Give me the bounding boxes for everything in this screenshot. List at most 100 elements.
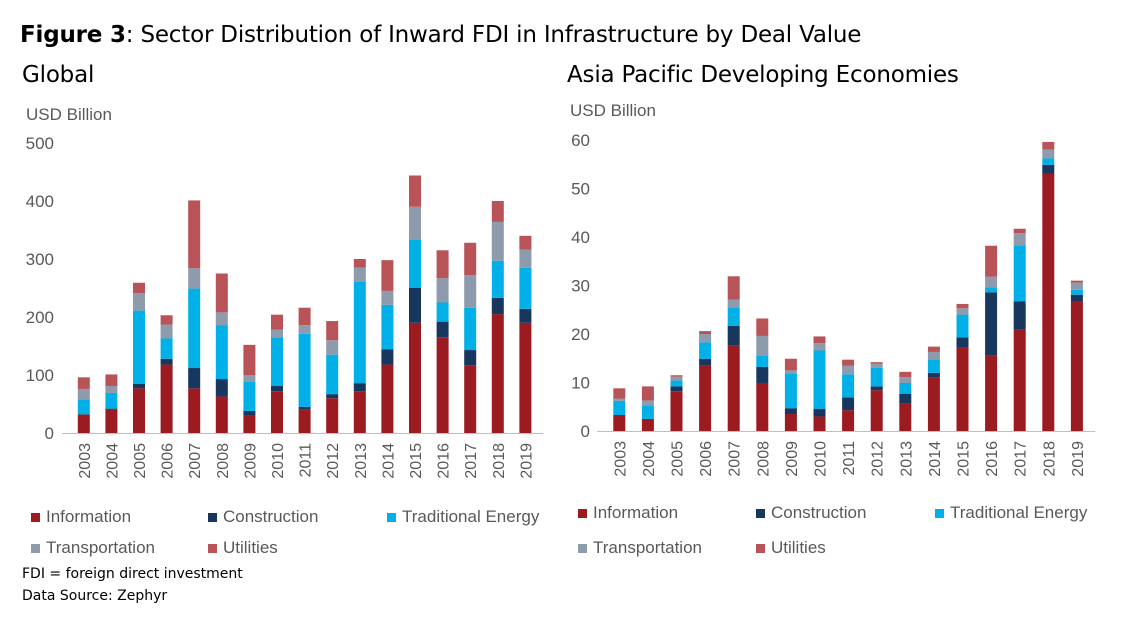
global-bar-transportation-2011 xyxy=(298,325,311,334)
asia-bar-utilities-2007 xyxy=(727,276,740,300)
asia-y-tick-label: 60 xyxy=(571,131,590,150)
asia-bar-utilities-2012 xyxy=(870,362,883,364)
global-bar-information-2017 xyxy=(464,365,477,433)
global-bar-construction-2014 xyxy=(381,349,394,365)
asia-x-tick-label: 2017 xyxy=(1013,441,1030,477)
global-bar-transportation-2014 xyxy=(381,290,394,305)
asia-x-tick-label: 2006 xyxy=(698,441,715,477)
global-bar-construction-2016 xyxy=(436,321,449,338)
asia-bar-construction-2016 xyxy=(985,292,998,356)
asia-bar-transportation-2009 xyxy=(784,370,797,374)
global-bar-transportation-2018 xyxy=(491,221,504,261)
asia-bar-transportation-2006 xyxy=(699,334,712,343)
asia-bar-transportation-2013 xyxy=(899,377,912,383)
legend-label: Utilities xyxy=(771,538,826,557)
asia-bar-construction-2006 xyxy=(699,358,712,366)
asia-bar-transportation-2004 xyxy=(641,400,654,406)
global-bar-information-2012 xyxy=(326,398,339,433)
asia-bar-traditional-energy-2007 xyxy=(727,307,740,326)
asia-bar-transportation-2017 xyxy=(1013,233,1026,246)
global-bar-construction-2009 xyxy=(243,410,256,416)
global-bar-transportation-2006 xyxy=(160,324,173,339)
global-bar-utilities-2006 xyxy=(160,315,173,325)
legend-swatch-information xyxy=(578,508,587,518)
global-bar-utilities-2017 xyxy=(464,242,477,276)
global-x-tick-label: 2018 xyxy=(491,443,508,479)
global-bar-utilities-2009 xyxy=(243,344,256,375)
asia-bar-traditional-energy-2018 xyxy=(1042,158,1055,165)
global-bar-construction-2015 xyxy=(409,288,421,323)
asia-bar-traditional-energy-2015 xyxy=(956,314,969,338)
global-x-tick-label: 2010 xyxy=(270,443,287,479)
global-bar-traditional-energy-2012 xyxy=(326,354,339,395)
asia-bar-transportation-2011 xyxy=(842,365,855,375)
asia-y-tick-label: 30 xyxy=(571,277,590,296)
global-bar-traditional-energy-2011 xyxy=(298,333,311,407)
global-bar-information-2006 xyxy=(160,364,173,433)
asia-bar-traditional-energy-2006 xyxy=(699,342,712,359)
global-bar-traditional-energy-2018 xyxy=(491,260,504,298)
asia-bar-information-2015 xyxy=(956,347,969,431)
global-bar-information-2016 xyxy=(436,337,449,433)
global-bar-transportation-2013 xyxy=(353,267,366,282)
asia-bar-transportation-2005 xyxy=(670,376,683,381)
global-bar-traditional-energy-2003 xyxy=(77,399,90,415)
asia-bar-transportation-2014 xyxy=(927,351,940,360)
figure-title: Figure 3: Sector Distribution of Inward … xyxy=(20,22,861,48)
global-bar-traditional-energy-2017 xyxy=(464,307,477,351)
global-bar-information-2009 xyxy=(243,415,256,433)
asia-bar-utilities-2004 xyxy=(641,386,654,401)
asia-bar-traditional-energy-2010 xyxy=(813,350,826,409)
global-bar-construction-2010 xyxy=(271,386,283,392)
asia-y-tick-label: 20 xyxy=(571,325,590,344)
global-x-tick-label: 2014 xyxy=(380,443,397,479)
asia-x-tick-label: 2008 xyxy=(755,441,772,477)
global-bar-transportation-2009 xyxy=(243,375,256,382)
global-chart-title: Global xyxy=(22,62,95,88)
asia-legend-traditional-energy: Traditional Energy xyxy=(935,503,1087,523)
asia-bar-utilities-2019 xyxy=(1070,280,1083,283)
asia-bar-utilities-2011 xyxy=(842,359,855,366)
global-x-tick-label: 2019 xyxy=(518,443,535,479)
global-bar-transportation-2008 xyxy=(215,312,228,326)
asia-x-tick-label: 2013 xyxy=(898,441,915,477)
asia-bar-construction-2018 xyxy=(1042,164,1055,174)
asia-x-tick-label: 2004 xyxy=(641,441,658,477)
legend-swatch-traditional-energy xyxy=(387,512,396,522)
global-bar-information-2005 xyxy=(133,388,145,433)
asia-bar-information-2016 xyxy=(985,355,998,431)
asia-bar-traditional-energy-2013 xyxy=(899,382,912,394)
global-bar-information-2008 xyxy=(215,396,228,433)
global-x-tick-label: 2017 xyxy=(463,443,480,479)
global-bar-construction-2019 xyxy=(519,308,532,323)
global-bar-transportation-2010 xyxy=(271,329,283,338)
asia-bar-information-2006 xyxy=(699,365,712,431)
global-bar-traditional-energy-2009 xyxy=(243,381,256,411)
asia-bar-information-2014 xyxy=(927,377,940,431)
legend-label: Transportation xyxy=(46,538,155,557)
global-bar-transportation-2015 xyxy=(409,206,421,240)
asia-x-tick-label: 2005 xyxy=(670,441,687,477)
asia-legend-information: Information xyxy=(578,503,678,523)
data-source-note: Data Source: Zephyr xyxy=(22,588,168,604)
global-y-tick-label: 0 xyxy=(45,424,54,443)
legend-swatch-transportation xyxy=(578,543,587,553)
global-bar-utilities-2010 xyxy=(271,314,283,330)
asia-y-tick-label: 10 xyxy=(571,374,590,393)
global-bar-utilities-2007 xyxy=(188,200,201,269)
asia-bar-traditional-energy-2017 xyxy=(1013,245,1026,302)
global-bar-transportation-2004 xyxy=(105,386,118,393)
asia-bar-traditional-energy-2012 xyxy=(870,367,883,387)
figure-title-text: : Sector Distribution of Inward FDI in I… xyxy=(125,22,862,48)
asia-x-tick-label: 2011 xyxy=(841,441,858,476)
global-bar-transportation-2017 xyxy=(464,275,477,308)
global-bar-information-2018 xyxy=(491,314,504,433)
asia-bar-traditional-energy-2005 xyxy=(670,380,683,387)
global-bar-utilities-2005 xyxy=(133,282,145,294)
legend-swatch-utilities xyxy=(208,543,217,553)
asia-bar-traditional-energy-2004 xyxy=(641,405,654,419)
asia-bar-utilities-2005 xyxy=(670,375,683,377)
global-legend-traditional-energy: Traditional Energy xyxy=(387,507,539,527)
asia-bar-transportation-2010 xyxy=(813,343,826,351)
